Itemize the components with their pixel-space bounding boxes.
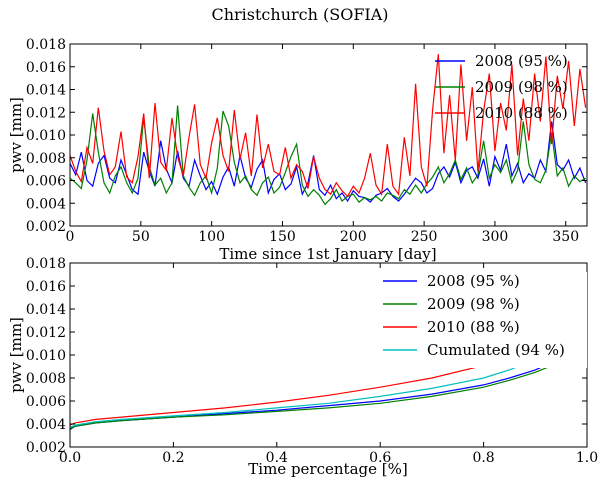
time-series-legend-label-0: 2008 (95 %) <box>475 52 568 70</box>
cumulative-y-tick-label: 0.018 <box>26 256 66 272</box>
cumulative-legend: 2008 (95 %) 2009 (98 %) 2010 (88 %) Cumulat… <box>377 272 587 368</box>
cumulative-legend-label-3: Cumulated (94 %) <box>427 341 565 359</box>
cumulative-legend-box <box>377 272 587 368</box>
time-series-series-line-2 <box>69 54 587 198</box>
time-series-frame <box>69 43 588 227</box>
cumulative-legend-label-2: 2010 (88 %) <box>427 318 520 336</box>
time-series-lines <box>69 54 587 206</box>
time-series-xlabel: Time since 1st January [day] <box>219 245 436 263</box>
time-series-legend-label-1: 2009 (98 %) <box>475 78 568 96</box>
time-series-x-tick-label: 100 <box>198 229 225 245</box>
cumulative-ylabel: pwv [mm] <box>7 317 25 393</box>
cumulative-xlabel: Time percentage [%] <box>248 460 407 478</box>
time-series-x-tick-label: 300 <box>482 229 509 245</box>
time-series-ylabel: pwv [mm] <box>7 97 25 173</box>
cumulative-y-tick-label: 0.006 <box>26 394 66 410</box>
time-series-y-tick-label: 0.008 <box>26 151 66 167</box>
cumulative-legend-label-0: 2008 (95 %) <box>427 272 520 290</box>
time-series-y-tick-label: 0.018 <box>26 37 66 53</box>
time-series-ticks: 0 50 100 150 200 250 300 350 0.002 0.004 0.006 0.00… <box>26 37 587 245</box>
time-series-y-tick-label: 0.010 <box>26 128 66 144</box>
time-series-y-tick-label: 0.004 <box>26 196 66 212</box>
time-series-chart: 0 50 100 150 200 250 300 350 0.002 0.004 0.006 0.00… <box>7 37 588 263</box>
time-series-x-tick-label: 50 <box>132 229 150 245</box>
time-series-x-tick-label: 250 <box>411 229 438 245</box>
cumulative-x-tick-label: 1.0 <box>576 450 598 466</box>
cumulative-chart: 0.0 0.2 0.4 0.6 0.8 1.0 0.002 0.004 0.006 0.008 0.… <box>7 256 598 478</box>
cumulative-x-tick-label: 0.2 <box>162 450 184 466</box>
time-series-x-tick-label: 350 <box>552 229 579 245</box>
cumulative-y-tick-label: 0.012 <box>26 325 66 341</box>
time-series-legend-label-2: 2010 (88 %) <box>475 104 568 122</box>
time-series-y-tick-label: 0.002 <box>26 219 66 235</box>
cumulative-y-tick-label: 0.010 <box>26 348 66 364</box>
cumulative-x-tick-label: 0.6 <box>369 450 391 466</box>
time-series-x-tick-label: 0 <box>66 229 75 245</box>
time-series-x-tick-label: 200 <box>340 229 367 245</box>
cumulative-y-tick-label: 0.002 <box>26 440 66 456</box>
time-series-legend: 2008 (95 %) 2009 (98 %) 2010 (88 %) <box>435 52 568 122</box>
cumulative-y-tick-label: 0.004 <box>26 417 66 433</box>
cumulative-y-tick-label: 0.016 <box>26 279 66 295</box>
time-series-y-tick-label: 0.006 <box>26 174 66 190</box>
cumulative-ticks: 0.0 0.2 0.4 0.6 0.8 1.0 0.002 0.004 0.006 0.008 0.… <box>26 256 598 466</box>
cumulative-legend-label-1: 2009 (98 %) <box>427 295 520 313</box>
cumulative-y-tick-label: 0.008 <box>26 371 66 387</box>
cumulative-y-tick-label: 0.014 <box>26 302 66 318</box>
time-series-y-tick-label: 0.012 <box>26 105 66 121</box>
time-series-series-line-1 <box>69 105 586 206</box>
cumulative-x-tick-label: 0.0 <box>59 450 81 466</box>
time-series-x-tick-label: 150 <box>269 229 296 245</box>
cumulative-x-tick-label: 0.8 <box>472 450 494 466</box>
time-series-y-tick-label: 0.014 <box>26 83 66 99</box>
time-series-series-line-0 <box>69 121 587 203</box>
time-series-y-tick-label: 0.016 <box>26 60 66 76</box>
cumulative-x-tick-label: 0.4 <box>266 450 288 466</box>
figure-title: Christchurch (SOFIA) <box>211 5 388 24</box>
